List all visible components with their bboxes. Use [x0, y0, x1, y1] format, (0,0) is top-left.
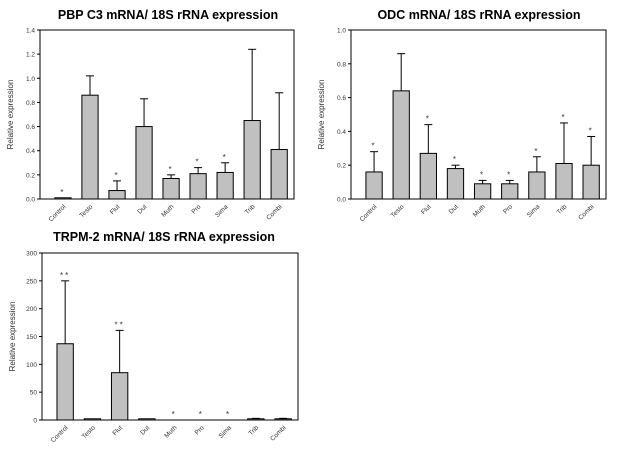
- pbp-chart-title: PBP C3 mRNA/ 18S rRNA expression: [57, 8, 279, 22]
- y-tick-label: 150: [26, 334, 37, 341]
- x-tick-label: Testo: [81, 424, 97, 440]
- bar-testo: [392, 53, 410, 200]
- x-tick-label: Combi: [269, 424, 287, 442]
- bar-flut: [108, 180, 126, 200]
- x-tick-label: Sima: [218, 424, 234, 440]
- y-tick-label: 0.6: [26, 124, 35, 131]
- significance-marker: *: [199, 410, 204, 419]
- y-axis-label: Relative expression: [8, 302, 17, 372]
- y-tick-label: 100: [26, 362, 37, 369]
- bar-flut: [110, 329, 129, 421]
- significance-marker: **: [115, 320, 125, 329]
- y-tick-label: 0.2: [26, 172, 35, 179]
- significance-marker: *: [453, 155, 458, 164]
- significance-marker: *: [372, 142, 377, 151]
- y-tick-label: 0.8: [26, 100, 35, 107]
- significance-marker: *: [223, 153, 228, 162]
- bar-sima: [216, 162, 234, 200]
- significance-marker: *: [534, 147, 539, 156]
- bar-dut: [135, 98, 153, 200]
- y-tick-label: 300: [26, 251, 37, 258]
- significance-marker: *: [480, 170, 485, 179]
- significance-marker: *: [114, 171, 119, 180]
- odc-chart-title: ODC mRNA/ 18S rRNA expression: [377, 8, 581, 22]
- bar-testo: [83, 418, 102, 421]
- x-tick-label: Muth: [163, 424, 178, 439]
- x-tick-label: Trib: [248, 424, 261, 437]
- significance-marker: *: [426, 115, 431, 124]
- y-axis-label: Relative expression: [317, 80, 326, 150]
- significance-marker: *: [507, 170, 512, 179]
- bar-pro: [189, 167, 207, 200]
- bar-control: [56, 280, 74, 421]
- y-tick-label: 50: [30, 390, 38, 397]
- x-tick-label: Flut: [111, 424, 124, 437]
- y-tick-label: 1.0: [337, 28, 346, 35]
- bar-muth: [473, 179, 492, 200]
- y-tick-label: 1.0: [26, 76, 35, 83]
- bar-trib: [555, 122, 573, 200]
- y-tick-label: 0.4: [337, 129, 346, 136]
- y-tick-label: 0.6: [337, 95, 346, 102]
- bar-trib: [243, 48, 261, 200]
- y-tick-label: 0.0: [26, 197, 35, 204]
- bar-flut: [419, 124, 437, 200]
- bar-combi: [274, 417, 292, 421]
- significance-marker: *: [60, 188, 65, 197]
- trpm-chart-title: TRPM-2 mRNA/ 18S rRNA expression: [53, 230, 275, 244]
- bar-muth: [162, 174, 180, 200]
- y-axis-label: Relative expression: [6, 80, 15, 150]
- significance-marker: *: [589, 126, 594, 135]
- x-tick-label: Control: [50, 424, 70, 444]
- bar-pro: [501, 179, 519, 200]
- bar-testo: [81, 75, 99, 200]
- bar-combi: [270, 92, 288, 200]
- bar-control: [365, 151, 383, 200]
- y-tick-label: 1.2: [26, 52, 35, 59]
- bar-dut: [446, 164, 465, 200]
- bar-dut: [138, 418, 156, 421]
- significance-marker: *: [196, 158, 201, 167]
- y-tick-label: 0.4: [26, 148, 35, 155]
- y-tick-label: 0: [33, 418, 37, 425]
- y-tick-label: 0.2: [337, 163, 346, 170]
- x-tick-label: Dut: [139, 424, 151, 436]
- significance-marker: *: [561, 113, 566, 122]
- significance-marker: **: [60, 271, 70, 280]
- bar-sima: [528, 156, 546, 200]
- y-tick-label: 200: [26, 306, 37, 313]
- trpm-plot-frame: [41, 252, 299, 421]
- y-tick-label: 0.0: [337, 197, 346, 204]
- significance-marker: *: [169, 165, 174, 174]
- bar-combi: [582, 135, 600, 200]
- x-tick-label: Pro: [194, 424, 206, 436]
- bar-trib: [247, 417, 265, 421]
- y-tick-label: 1.4: [26, 28, 35, 35]
- significance-marker: *: [226, 410, 231, 419]
- significance-marker: *: [172, 410, 177, 419]
- y-tick-label: 250: [26, 278, 37, 285]
- y-tick-label: 0.8: [337, 61, 346, 68]
- bar-control: [54, 197, 72, 200]
